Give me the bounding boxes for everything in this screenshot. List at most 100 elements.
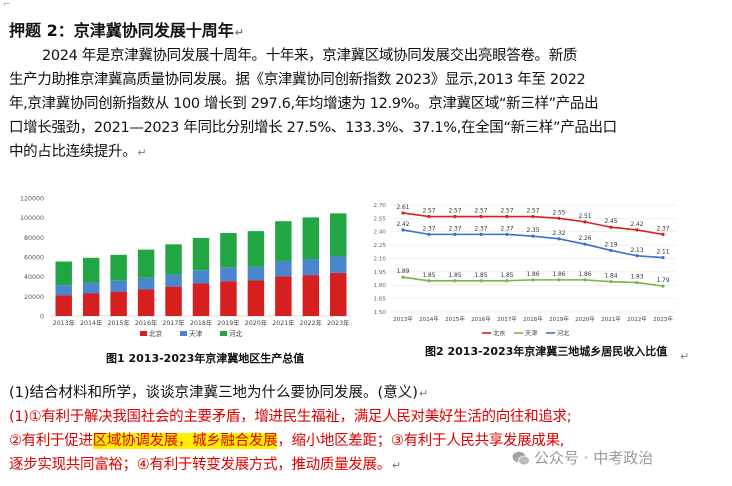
data-label: 2.37: [474, 226, 487, 232]
legend-label: 北京: [493, 330, 505, 338]
bar-tianjin: [165, 274, 182, 287]
bar-beijing: [82, 293, 100, 316]
bar-tianjin: [137, 277, 155, 290]
point-tianjin: [635, 280, 639, 285]
data-label: 2.13: [630, 248, 643, 254]
y-tick-label: 2.40: [374, 230, 387, 236]
x-tick-label: 2015年: [107, 318, 129, 327]
point-tianjin: [427, 279, 431, 283]
gdp-stacked-bar-chart: 0 20000 40000 60000 80000 100000 120000 2013年 20…: [20, 196, 352, 338]
question-text: (1)结合材料和所学，谈谈京津冀三地为什么要协同发展。(意义)↵: [9, 381, 428, 402]
answer-line2-pre: ②有利于促进: [9, 433, 93, 449]
bar-beijing: [55, 295, 72, 316]
point-hebei: [557, 237, 561, 241]
x-tick-label: 2019年: [549, 315, 569, 323]
chart1-caption: 图1 2013-2023年京津冀地区生产总值: [106, 352, 305, 365]
answer-block: (1)①有利于解决我国社会的主要矛盾，增进民生福祉，满足人民对美好生活的向往和追…: [9, 405, 725, 478]
data-label: 2.42: [630, 222, 643, 228]
point-beijing: [635, 228, 639, 232]
data-label: 2.51: [578, 214, 591, 220]
point-tianjin: [505, 279, 509, 283]
x-tick-label: 2014年: [419, 315, 439, 323]
corner-mark: ⌐: [3, 0, 11, 10]
point-hebei: [583, 242, 587, 246]
data-label: 2.35: [526, 228, 539, 234]
x-tick-label: 2023年: [653, 315, 673, 323]
bar-hebei: [192, 238, 210, 271]
point-beijing: [609, 225, 613, 229]
data-label: 1.86: [552, 272, 565, 278]
bar-beijing: [137, 289, 155, 316]
paragraph-line-text: 中的占比连续提升。: [9, 144, 137, 160]
question-label: (1)结合材料和所学，谈谈京津冀三地为什么要协同发展。(意义): [9, 385, 418, 401]
bar-beijing: [110, 291, 127, 316]
point-tianjin: [557, 278, 561, 282]
point-tianjin: [609, 280, 613, 284]
data-label: 1.83: [630, 275, 643, 281]
answer-line3-text: 逐步实现共同富裕；④有利于转变发展方式，推动质量发展。: [9, 457, 391, 473]
y-tick-label: 1.65: [374, 297, 387, 303]
bar-beijing: [220, 281, 237, 316]
bar-beijing: [302, 275, 320, 316]
paragraph-line: 中的占比连续提升。↵: [9, 140, 725, 165]
return-mark: ↵: [234, 26, 244, 39]
y-tick-label: 20000: [24, 294, 44, 301]
data-label: 1.85: [448, 273, 461, 279]
legend-swatch: [140, 331, 147, 336]
x-tick-label: 2016年: [471, 315, 491, 323]
data-label: 2.57: [422, 209, 435, 215]
bar-hebei: [110, 254, 127, 281]
point-beijing: [661, 232, 665, 236]
point-tianjin: [583, 278, 587, 282]
legend-swatch: [180, 331, 187, 336]
answer-line: (1)①有利于解决我国社会的主要矛盾，增进民生福祉，满足人民对美好生活的向往和追…: [9, 409, 572, 425]
legend-label: 河北: [229, 330, 243, 338]
page-title: 押题 2：京津冀协同发展十周年↵: [9, 17, 244, 41]
data-label: 2.37: [448, 226, 461, 232]
bar-tianjin: [82, 282, 100, 294]
bar-hebei: [55, 261, 72, 286]
data-label: 1.84: [604, 274, 617, 280]
paragraph-line: 口增长强劲，2021—2023 年同比分别增长 27.5%、133.3%、37.…: [9, 120, 617, 136]
bar-tianjin: [55, 285, 72, 296]
x-tick-label: 2021年: [272, 318, 294, 327]
bar-hebei: [220, 233, 237, 268]
y-tick-label: 2.10: [374, 256, 387, 262]
bar-hebei: [247, 231, 265, 267]
point-beijing: [531, 214, 535, 219]
data-label: 2.45: [604, 219, 617, 225]
return-mark: ↵: [391, 459, 401, 472]
point-hebei: [635, 254, 639, 258]
data-label: 2.37: [422, 226, 435, 232]
point-beijing: [479, 214, 483, 219]
paragraph-line: 年,京津冀协同创新指数从 100 增长到 297.6,年均增速为 12.9%。京…: [9, 96, 599, 112]
point-tianjin: [453, 279, 457, 283]
y-tick-label: 1.50: [374, 310, 387, 316]
data-label: 1.85: [500, 273, 513, 279]
data-label: 2.57: [474, 209, 487, 215]
paragraph-line: 2024 年是京津冀协同发展十周年。十年来，京津冀区域协同发展交出亮眼答卷。新质: [42, 48, 578, 64]
bar-beijing: [275, 276, 292, 316]
highlighted-phrase: 区域协调发展，城乡融合发展: [92, 433, 278, 449]
x-tick-label: 2020年: [245, 318, 267, 327]
data-label: 2.37: [656, 226, 669, 232]
bar-tianjin: [302, 259, 320, 276]
bar-tianjin: [247, 266, 265, 281]
bar-hebei: [165, 244, 182, 275]
point-hebei: [401, 228, 405, 232]
point-hebei: [531, 234, 535, 238]
legend-swatch: [220, 331, 227, 336]
watermark-text: 公众号 · 中考政治: [534, 449, 654, 467]
data-label: 2.32: [552, 231, 565, 237]
data-label: 2.57: [526, 209, 539, 215]
income-ratio-line-chart: 1.50 1.65 1.80 1.95 2.10 2.25 2.40 2.55 2.70 2013…: [374, 203, 676, 338]
x-tick-label: 2020年: [575, 315, 595, 323]
data-label: 2.42: [396, 222, 409, 228]
material-paragraph: 2024 年是京津冀协同发展十周年。十年来，京津冀区域协同发展交出亮眼答卷。新质…: [9, 44, 725, 165]
y-tick-label: 1.80: [374, 283, 387, 289]
x-tick-label: 2016年: [135, 318, 157, 327]
bar-tianjin: [220, 267, 237, 282]
x-tick-label: 2019年: [217, 318, 239, 327]
data-label: 1.86: [578, 272, 591, 278]
data-label: 1.89: [396, 269, 409, 275]
